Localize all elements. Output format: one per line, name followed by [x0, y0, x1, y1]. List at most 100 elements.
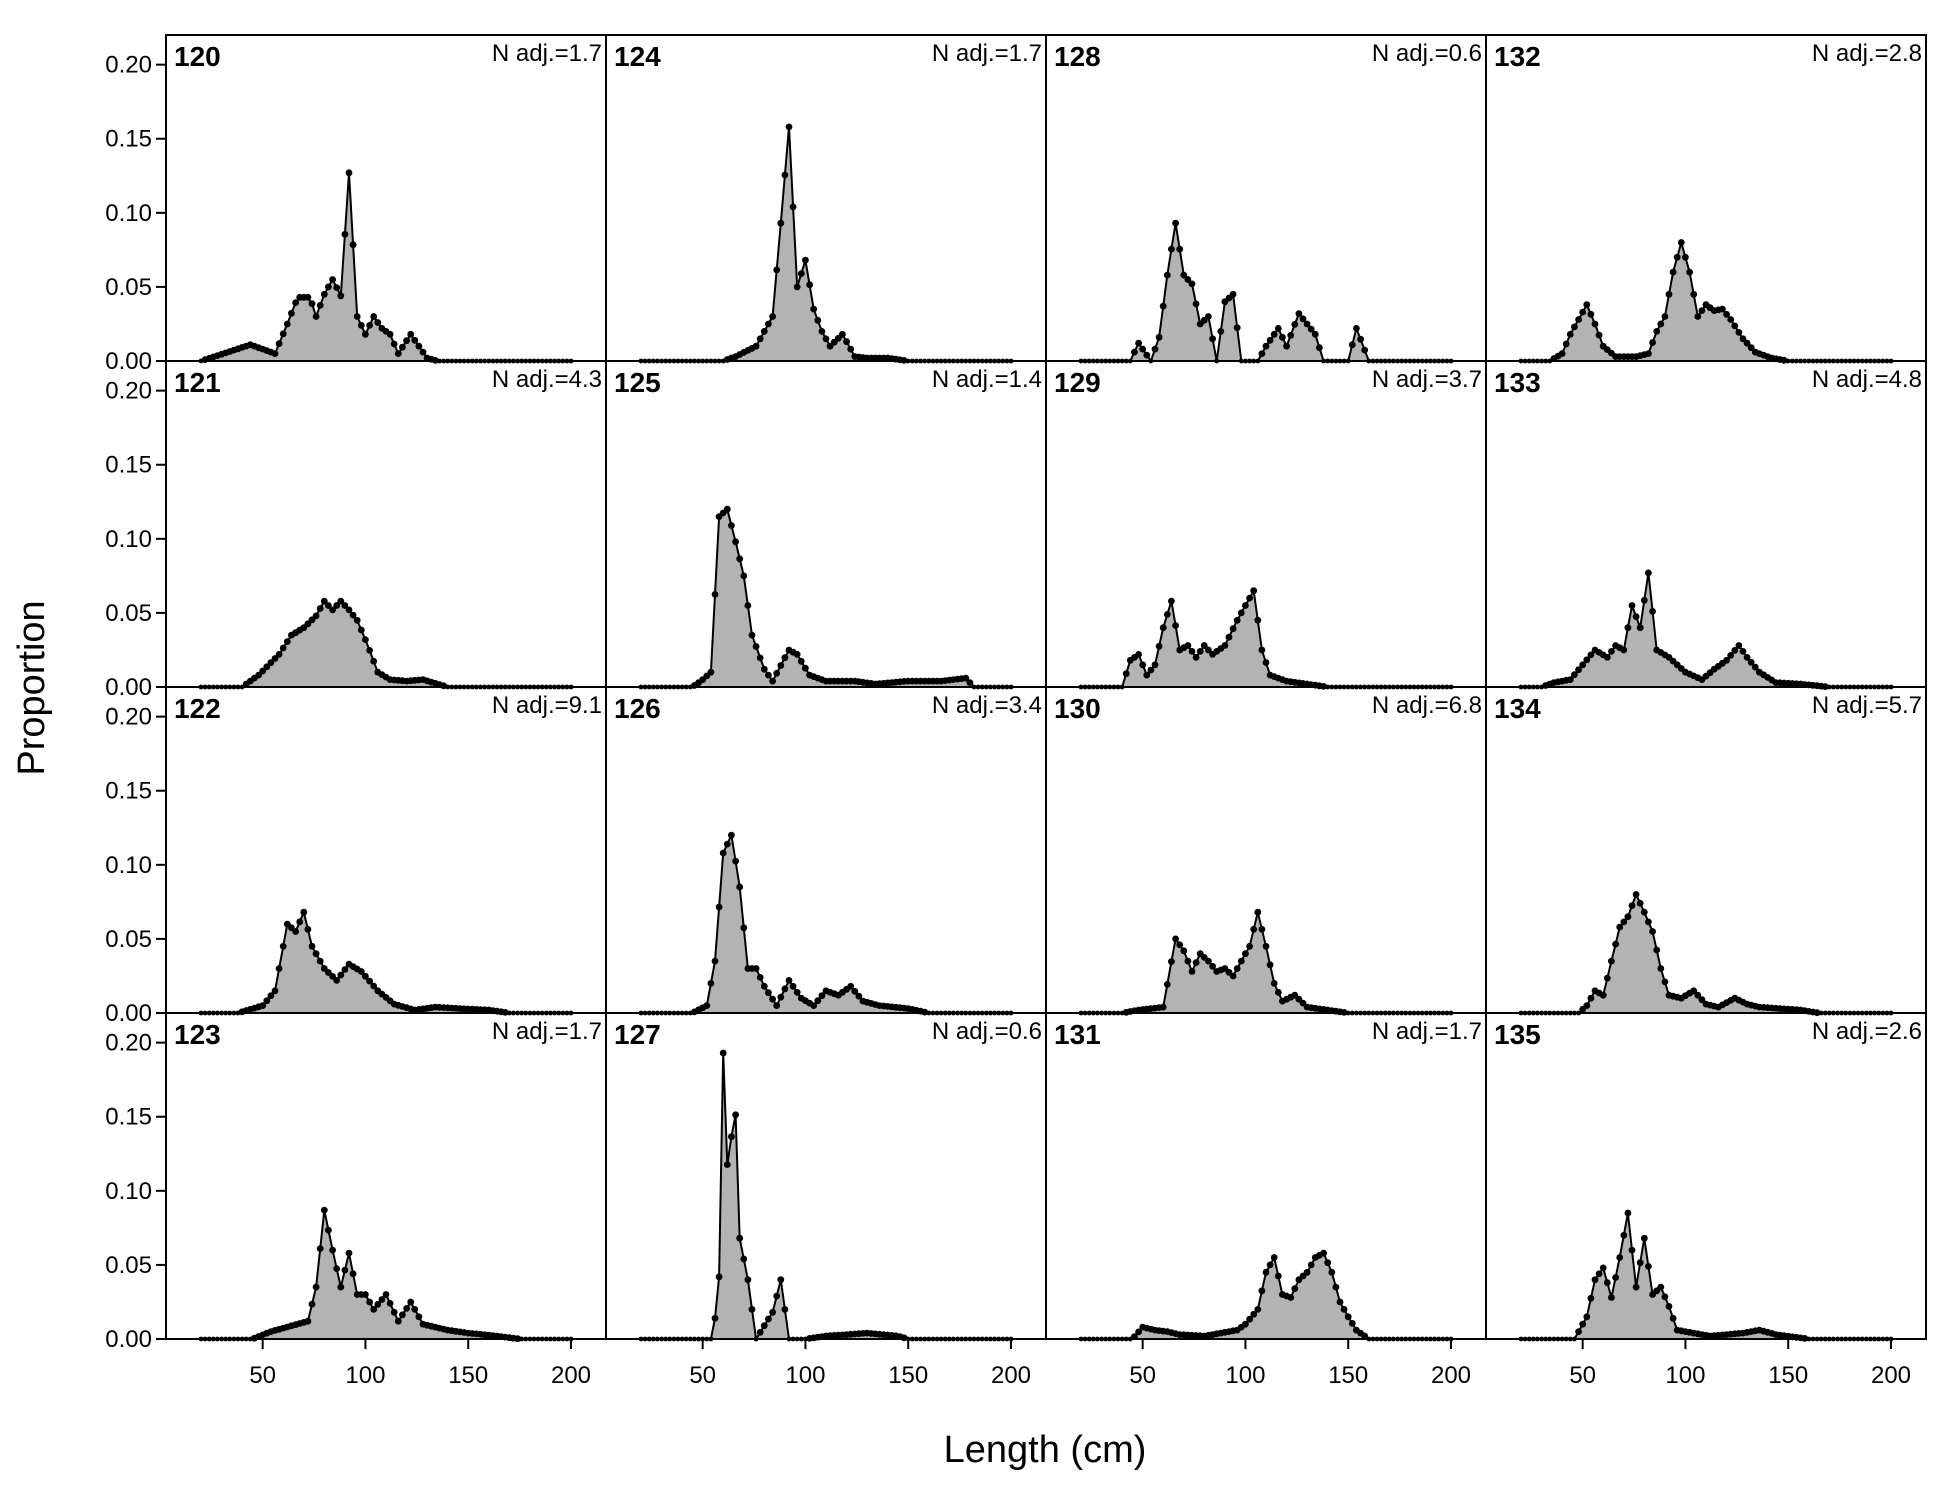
data-point — [1336, 1298, 1344, 1306]
data-point — [1723, 310, 1730, 318]
data-point — [320, 1206, 328, 1214]
y-tick-label: 0.10 — [105, 526, 152, 553]
data-point — [1184, 642, 1192, 649]
y-tick-label: 0.10 — [105, 200, 152, 227]
data-point — [769, 1308, 776, 1316]
data-point — [1558, 350, 1566, 357]
data-point — [1237, 609, 1245, 617]
data-point — [1205, 957, 1212, 965]
panel-frame — [605, 1012, 1047, 1340]
data-point — [366, 977, 373, 985]
data-point — [1163, 981, 1171, 988]
data-point — [756, 974, 764, 981]
data-point — [1624, 1209, 1632, 1217]
data-point — [1587, 651, 1595, 659]
panel-label: 126 — [614, 693, 661, 724]
data-point — [1229, 972, 1237, 980]
data-point — [419, 348, 427, 356]
data-point — [769, 677, 776, 685]
panel-135-area — [1521, 1213, 1891, 1339]
data-point — [781, 1306, 789, 1313]
data-point — [345, 169, 353, 177]
x-tick-label: 200 — [1871, 1362, 1911, 1389]
y-tick-label: 0.05 — [105, 1252, 152, 1279]
panel-128: 128 N adj.=0.6 — [1045, 34, 1487, 364]
data-point — [1657, 320, 1665, 328]
data-point — [1649, 339, 1656, 346]
data-point — [1587, 1294, 1595, 1302]
data-point — [357, 626, 365, 634]
data-point — [1624, 913, 1632, 921]
data-point — [1562, 340, 1570, 348]
data-point — [1270, 980, 1278, 987]
data-point — [740, 1255, 748, 1263]
data-point — [1168, 958, 1175, 965]
data-point — [1287, 331, 1295, 339]
data-point — [1587, 994, 1595, 1002]
data-point — [394, 350, 402, 357]
data-point — [785, 123, 793, 131]
data-point — [1200, 642, 1208, 649]
data-point — [1636, 624, 1644, 632]
data-point — [374, 319, 382, 326]
data-point — [966, 679, 974, 686]
data-point — [312, 313, 320, 320]
data-point — [312, 612, 320, 620]
data-point — [1640, 596, 1648, 604]
data-point — [1575, 1328, 1582, 1335]
panel-label: 134 — [1494, 693, 1541, 724]
data-point — [390, 340, 398, 348]
data-point — [345, 606, 353, 614]
data-point — [752, 965, 760, 972]
n-adj-label: N adj.=0.6 — [932, 1018, 1042, 1045]
panel-frame — [605, 686, 1047, 1014]
data-point — [1731, 322, 1739, 330]
data-point — [789, 203, 797, 211]
data-point — [962, 674, 970, 682]
data-point — [1316, 344, 1323, 352]
data-point — [707, 668, 715, 676]
data-point — [333, 284, 341, 291]
data-point — [1159, 624, 1167, 632]
data-point — [1632, 891, 1640, 898]
y-axis-title: Proportion — [11, 600, 53, 775]
data-point — [723, 505, 731, 513]
data-point — [271, 350, 279, 357]
data-point — [1250, 1310, 1258, 1318]
data-point — [1579, 308, 1587, 316]
data-point — [1595, 1270, 1603, 1278]
data-point — [1209, 962, 1216, 970]
data-point — [259, 1002, 267, 1009]
data-point — [341, 602, 349, 609]
data-point — [1151, 345, 1159, 353]
data-point — [1361, 346, 1369, 354]
data-point — [1270, 330, 1278, 338]
data-point — [773, 1292, 781, 1300]
data-point — [760, 1322, 768, 1330]
data-point — [719, 849, 727, 857]
data-point — [732, 1111, 739, 1119]
data-point — [1579, 1320, 1587, 1328]
data-point — [1258, 1287, 1266, 1295]
data-point — [847, 982, 855, 990]
data-point — [341, 966, 349, 973]
data-point — [415, 342, 423, 350]
data-point — [1205, 646, 1212, 654]
data-point — [349, 241, 357, 249]
data-point — [362, 1291, 369, 1298]
y-tick-label: 0.00 — [105, 1000, 152, 1027]
panel-127: 127 N adj.=0.6 — [605, 1012, 1047, 1342]
data-point — [1698, 996, 1706, 1004]
y-tick-label: 0.15 — [105, 452, 152, 479]
data-point — [777, 1276, 785, 1284]
n-adj-label: N adj.=1.7 — [492, 40, 602, 67]
data-point — [810, 305, 818, 313]
data-point — [1595, 331, 1603, 339]
data-point — [407, 330, 415, 338]
data-point — [1673, 253, 1681, 261]
data-point — [851, 987, 859, 995]
y-tick-label: 0.10 — [105, 852, 152, 879]
panel-frame — [605, 360, 1047, 688]
data-point — [353, 313, 361, 320]
data-point — [797, 657, 805, 665]
